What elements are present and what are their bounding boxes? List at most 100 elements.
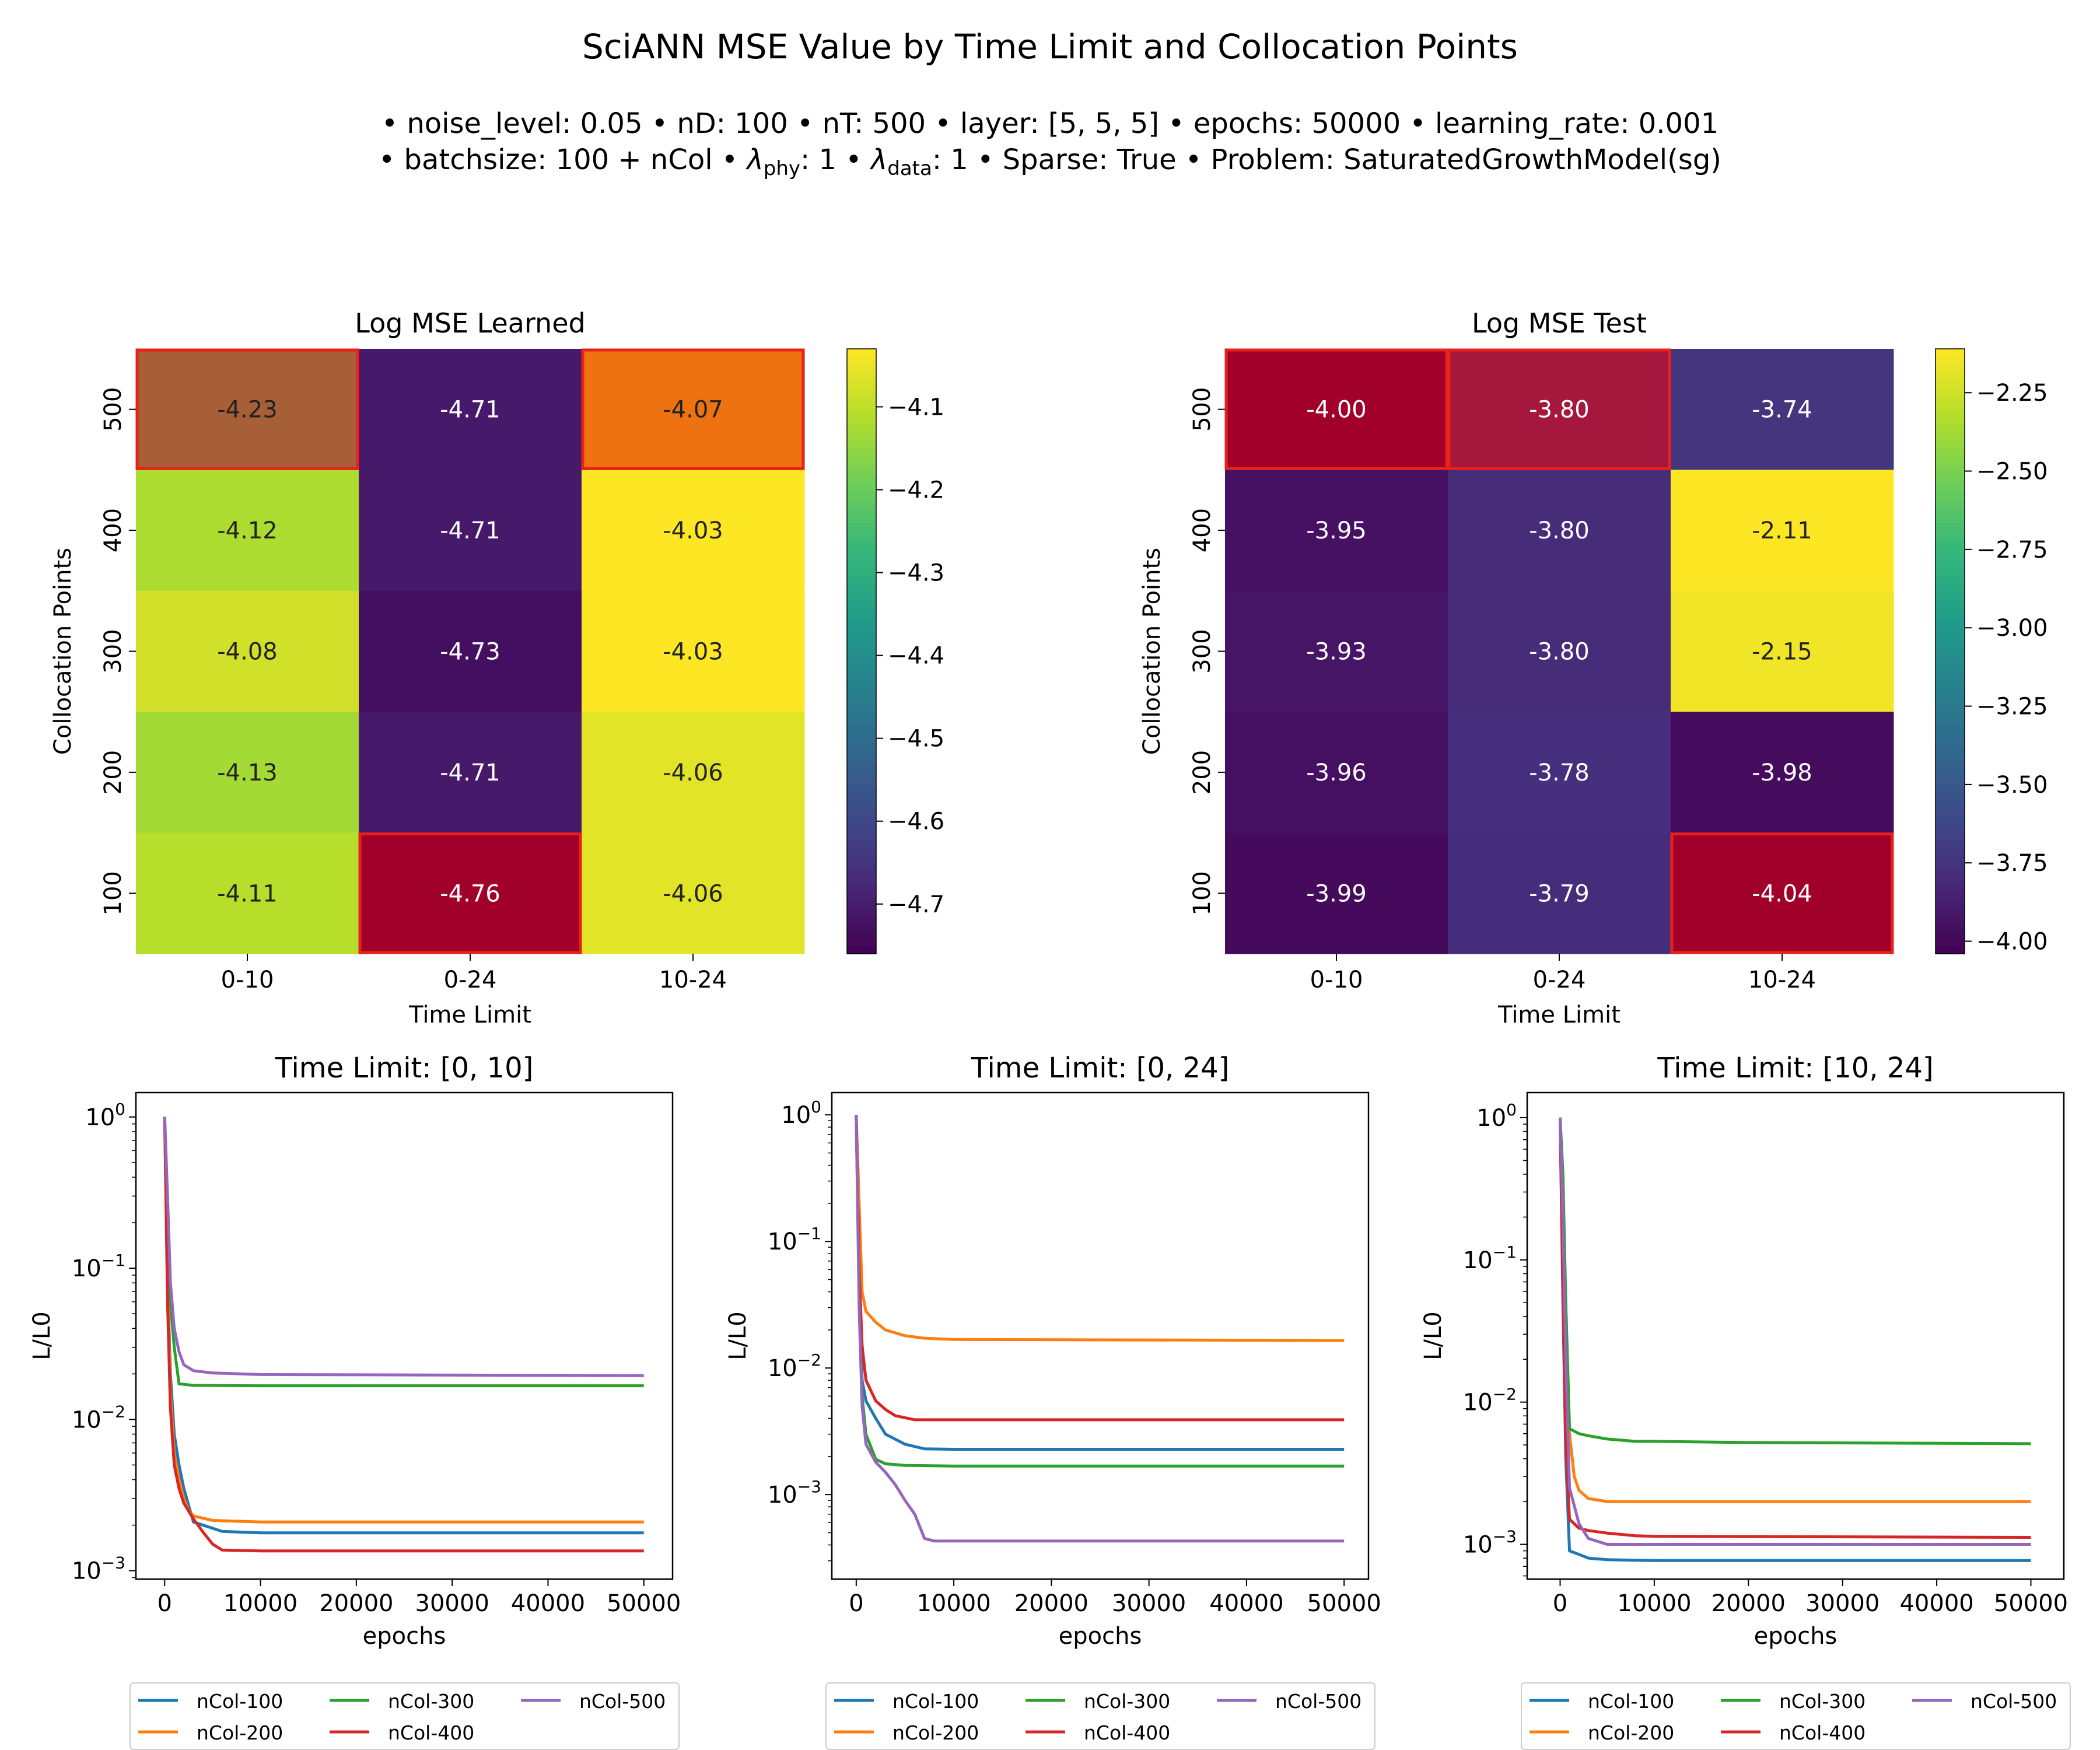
- log-mse-learned-cell-label: -4.07: [663, 397, 723, 424]
- log-mse-learned-cell-label: -4.13: [217, 760, 278, 786]
- log-mse-test-colorbar-segment: [1936, 825, 1965, 834]
- log-mse-learned-colorbar-segment: [847, 840, 876, 849]
- log-mse-learned-cell-label: -4.71: [440, 760, 501, 786]
- log-mse-learned-colorbar-segment: [847, 855, 876, 864]
- log-mse-learned-colorbar-segment: [847, 349, 876, 357]
- log-mse-test-colorbar-segment: [1936, 674, 1965, 682]
- log-mse-test-colorbar-segment: [1936, 485, 1965, 494]
- time-limit-10-24-y-tick-base: 10: [1463, 1531, 1493, 1558]
- log-mse-test-y-tick-label: 400: [1189, 508, 1216, 552]
- log-mse-learned-colorbar-segment: [847, 817, 876, 826]
- time-limit-0-24-x-axis-label: epochs: [1059, 1623, 1142, 1650]
- log-mse-learned-colorbar-segment: [847, 886, 876, 894]
- time-limit-10-24-x-tick-label: 20000: [1712, 1590, 1786, 1617]
- log-mse-test-colorbar-segment: [1936, 817, 1965, 826]
- log-mse-learned-colorbar-segment: [847, 568, 876, 576]
- log-mse-learned-cell: [136, 349, 359, 470]
- log-mse-test-y-tick-label: 300: [1189, 629, 1216, 673]
- log-mse-learned-y-tick-label: 500: [100, 387, 127, 432]
- log-mse-test-colorbar-segment: [1936, 545, 1965, 554]
- log-mse-learned-y-tick-label: 200: [100, 750, 127, 794]
- log-mse-test-cell-label: -3.79: [1529, 880, 1590, 907]
- log-mse-test-colorbar-segment: [1936, 848, 1965, 856]
- log-mse-learned-cell-label: -4.71: [440, 517, 501, 544]
- log-mse-learned-colorbar-segment: [847, 485, 876, 494]
- log-mse-learned-colorbar-segment: [847, 394, 876, 402]
- log-mse-test-colorbar-segment: [1936, 893, 1965, 902]
- log-mse-test-colorbar-segment: [1936, 734, 1965, 743]
- time-limit-10-24-x-tick-label: 0: [1553, 1590, 1567, 1617]
- log-mse-test-x-tick-label: 10-24: [1748, 967, 1816, 993]
- log-mse-test-colorbar-segment: [1936, 931, 1965, 939]
- log-mse-test-colorbar-segment: [1936, 742, 1965, 750]
- log-mse-test-colorbar-tick-label: −4.00: [1976, 929, 2048, 956]
- time-limit-0-24-x-tick-label: 10000: [916, 1590, 991, 1617]
- time-limit-0-24-x-tick-label: 20000: [1014, 1590, 1088, 1617]
- log-mse-test-cell: [1671, 712, 1894, 834]
- time-limit-10-24-x-tick-label: 40000: [1899, 1590, 1973, 1617]
- time-limit-0-10-legend-label-ncol-100: nCol-100: [197, 1690, 283, 1713]
- log-mse-learned-colorbar-segment: [847, 560, 876, 569]
- time-limit-0-10-x-tick-label: 40000: [511, 1590, 585, 1617]
- log-mse-test-colorbar-segment: [1936, 477, 1965, 486]
- log-mse-test-colorbar-segment: [1936, 651, 1965, 660]
- log-mse-test-colorbar-segment: [1936, 470, 1965, 478]
- log-mse-test-colorbar-segment: [1936, 447, 1965, 456]
- log-mse-test-cell: [1671, 832, 1894, 954]
- log-mse-test-colorbar-segment: [1936, 500, 1965, 509]
- log-mse-learned-colorbar-segment: [847, 575, 876, 584]
- log-mse-learned-highlight-border: [358, 832, 582, 954]
- time-limit-0-10-y-tick-base: 10: [72, 1255, 102, 1282]
- log-mse-learned-colorbar-segment: [847, 772, 876, 780]
- log-mse-test-cell-label: -3.99: [1306, 880, 1367, 907]
- log-mse-test-cell-label: -2.15: [1752, 639, 1812, 666]
- log-mse-test-colorbar-segment: [1936, 386, 1965, 395]
- log-mse-test-colorbar-segment: [1936, 681, 1965, 690]
- log-mse-test-cell: [1225, 470, 1448, 592]
- log-mse-test-colorbar-segment: [1936, 727, 1965, 735]
- log-mse-test-cell: [1448, 349, 1671, 470]
- log-mse-test-colorbar-frame: [1935, 348, 1965, 954]
- log-mse-learned-colorbar-segment: [847, 750, 876, 758]
- log-mse-test-colorbar-segment: [1936, 416, 1965, 425]
- log-mse-learned-colorbar-tick-label: −4.7: [888, 891, 944, 918]
- log-mse-test-colorbar-segment: [1936, 855, 1965, 864]
- log-mse-learned-colorbar-segment: [847, 545, 876, 554]
- log-mse-test-colorbar-segment: [1936, 787, 1965, 796]
- log-mse-test-colorbar-segment: [1936, 659, 1965, 667]
- log-mse-learned-colorbar-segment: [847, 931, 876, 939]
- time-limit-10-24-legend-label-ncol-400: nCol-400: [1779, 1721, 1866, 1744]
- log-mse-test-colorbar-segment: [1936, 878, 1965, 887]
- time-limit-0-24-y-tick-exponent: −3: [797, 1477, 821, 1496]
- log-mse-test-colorbar-tick-label: −2.25: [1976, 380, 2048, 407]
- log-mse-learned-colorbar-segment: [847, 462, 876, 471]
- time-limit-10-24-y-tick-exponent: 0: [1506, 1100, 1517, 1119]
- log-mse-learned-cell: [136, 470, 359, 592]
- log-mse-learned-colorbar-segment: [847, 613, 876, 622]
- log-mse-learned-colorbar-segment: [847, 832, 876, 841]
- time-limit-0-24-y-axis-label: L/L0: [724, 1311, 751, 1360]
- time-limit-0-24-legend-label-ncol-200: nCol-200: [892, 1721, 979, 1744]
- log-mse-test-colorbar-segment: [1936, 923, 1965, 932]
- log-mse-learned-y-tick-label: 300: [100, 629, 127, 673]
- time-limit-0-10-legend-label-ncol-300: nCol-300: [388, 1690, 474, 1713]
- log-mse-learned-colorbar-segment: [847, 794, 876, 803]
- time-limit-10-24-x-tick-label: 10000: [1617, 1590, 1691, 1617]
- log-mse-learned-y-tick-label: 400: [100, 508, 127, 552]
- log-mse-learned-colorbar-segment: [847, 893, 876, 902]
- time-limit-10-24-y-tick-label: 10−2: [1463, 1385, 1517, 1416]
- log-mse-test-y-axis-label: Collocation Points: [1139, 548, 1166, 755]
- log-mse-learned-y-tick-label: 100: [100, 871, 127, 915]
- log-mse-learned-colorbar-segment: [847, 477, 876, 486]
- log-mse-test-highlight-border: [1670, 832, 1894, 954]
- log-mse-test-colorbar-segment: [1936, 492, 1965, 501]
- log-mse-learned-colorbar-tick-label: −4.2: [888, 477, 944, 503]
- time-limit-0-10-y-tick-label: 100: [85, 1100, 125, 1131]
- log-mse-learned-colorbar-segment: [847, 787, 876, 796]
- log-mse-learned-colorbar-segment: [847, 908, 876, 916]
- log-mse-test-colorbar-segment: [1936, 870, 1965, 879]
- time-limit-0-24-y-tick-exponent: −2: [797, 1350, 821, 1370]
- log-mse-learned-cell: [136, 832, 359, 954]
- log-mse-learned-cell: [136, 590, 359, 712]
- log-mse-learned-cell-label: -4.03: [663, 517, 723, 544]
